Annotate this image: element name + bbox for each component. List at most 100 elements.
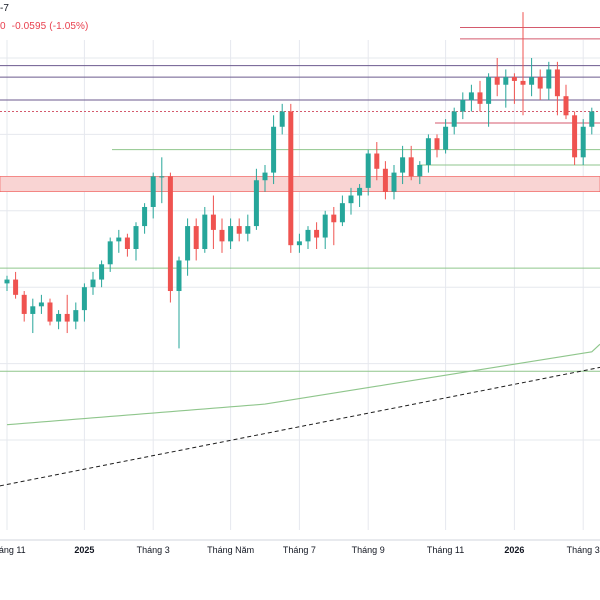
candle-body xyxy=(262,172,268,181)
candle xyxy=(90,271,96,295)
candle xyxy=(176,256,182,349)
candle-body xyxy=(21,294,27,314)
candle-body xyxy=(296,241,302,246)
candle-body xyxy=(468,92,474,101)
candle xyxy=(219,218,225,253)
candle-body xyxy=(13,279,19,295)
candle-layer xyxy=(4,12,595,349)
candle-body xyxy=(391,172,397,192)
candle xyxy=(417,161,423,185)
candle-body xyxy=(210,214,216,230)
price-fragment: 0 xyxy=(0,21,6,32)
candle-body xyxy=(382,168,388,192)
candle xyxy=(425,134,431,173)
candle xyxy=(142,203,148,234)
candle-body xyxy=(546,69,552,89)
candle-body xyxy=(434,138,440,150)
candle-body xyxy=(314,229,320,238)
candle-body xyxy=(322,214,328,238)
candle xyxy=(537,69,543,101)
candle-body xyxy=(185,226,191,261)
candle-body xyxy=(73,310,79,322)
candle-body xyxy=(537,77,543,89)
candle-body xyxy=(133,226,139,249)
candle-body xyxy=(219,229,225,242)
candle xyxy=(245,214,251,242)
ticker-fragment: -7 xyxy=(0,3,9,14)
candle-body xyxy=(425,138,431,165)
candle-body xyxy=(228,226,234,242)
candle xyxy=(468,84,474,112)
candle-body xyxy=(116,237,122,242)
candle xyxy=(572,111,578,165)
zone-layer xyxy=(0,176,600,192)
candle-body xyxy=(374,153,380,169)
candle xyxy=(210,195,216,249)
supply-zone xyxy=(0,176,600,192)
candle xyxy=(193,218,199,261)
candle xyxy=(348,187,354,215)
candle-body xyxy=(339,203,345,223)
candle xyxy=(56,310,62,330)
x-tick-label: Tháng 3 xyxy=(567,545,600,555)
candle xyxy=(4,275,10,292)
level-layer xyxy=(0,26,600,372)
candle xyxy=(408,145,414,181)
grid-layer xyxy=(0,40,600,530)
candle-body xyxy=(451,111,457,127)
candle-body xyxy=(159,176,165,178)
candle xyxy=(520,12,526,116)
candle xyxy=(167,172,173,303)
candle xyxy=(38,294,44,314)
candle-body xyxy=(572,115,578,158)
x-tick-label: 2025 xyxy=(74,545,94,555)
candle xyxy=(563,84,569,120)
candle-body xyxy=(417,164,423,177)
x-tick-label: 2026 xyxy=(504,545,524,555)
candle-body xyxy=(202,214,208,249)
price-change-row: 0 -0.0595 (-1.05%) xyxy=(0,21,88,32)
candle-body xyxy=(142,206,148,227)
candle xyxy=(202,206,208,253)
candle xyxy=(443,119,449,154)
candle xyxy=(253,168,259,230)
candle xyxy=(150,172,156,219)
candle-body xyxy=(167,176,173,292)
candle-body xyxy=(408,157,414,177)
x-tick-label: Tháng 11 xyxy=(427,545,464,555)
candle-body xyxy=(460,100,466,112)
candle-body xyxy=(236,226,242,234)
candle-body xyxy=(305,229,311,242)
moving-average-layer xyxy=(6,343,600,426)
candle xyxy=(357,184,363,207)
candle-body xyxy=(38,302,44,307)
candle-body xyxy=(253,180,259,227)
candle xyxy=(400,145,406,185)
candle xyxy=(81,283,87,322)
candle-body xyxy=(4,279,10,284)
candle xyxy=(271,115,277,185)
candle xyxy=(107,237,113,272)
chart-header: -7 0 -0.0595 (-1.05%) xyxy=(0,0,600,34)
candle xyxy=(391,164,397,200)
candle-body xyxy=(81,287,87,311)
candle-body xyxy=(400,157,406,173)
candle xyxy=(30,298,36,334)
candle-body xyxy=(554,69,560,97)
candle-body xyxy=(107,241,113,265)
candle-body xyxy=(193,226,199,249)
candle xyxy=(503,69,509,108)
candle xyxy=(73,302,79,330)
candle-body xyxy=(563,96,569,116)
candle-body xyxy=(511,77,517,81)
moving-average-line xyxy=(6,343,600,426)
candle xyxy=(116,229,122,253)
candle-body xyxy=(580,126,586,158)
trendline-layer xyxy=(0,366,600,487)
candle-body xyxy=(271,126,277,173)
candle-body xyxy=(90,279,96,288)
candle xyxy=(124,233,130,257)
x-tick-label: Tháng 11 xyxy=(0,545,26,555)
candle-body xyxy=(589,111,595,127)
